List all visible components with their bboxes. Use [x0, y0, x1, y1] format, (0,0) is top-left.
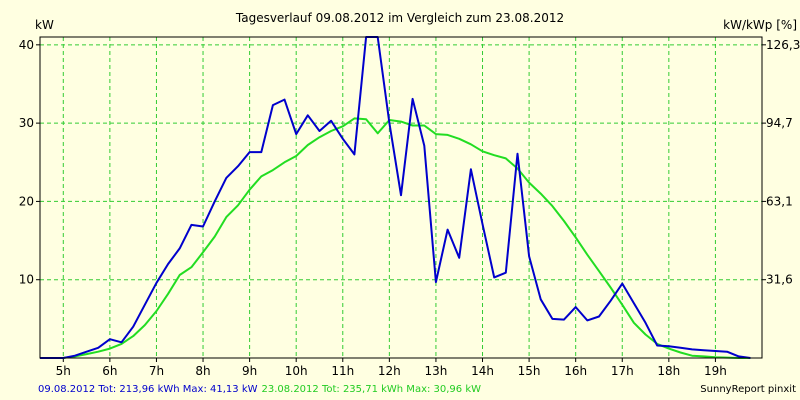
x-tick-label: 11h	[331, 364, 354, 378]
chart-title: Tagesverlauf 09.08.2012 im Vergleich zum…	[235, 11, 564, 25]
x-tick-label: 6h	[102, 364, 117, 378]
x-tick-label: 16h	[564, 364, 587, 378]
series-lines	[40, 36, 751, 359]
x-tick-label: 7h	[149, 364, 164, 378]
y-right-tick-label: 63,1	[766, 194, 793, 208]
left-axis-unit-label: kW	[35, 18, 54, 32]
axis-ticks: 5h 6h 7h 8h 9h 10h 11h 12h 13h 14h 15h 16h 17h 18h 19h…	[19, 38, 800, 378]
x-tick-label: 5h	[56, 364, 71, 378]
plot-frame	[39, 36, 763, 359]
y-right-tick-label: 31,6	[766, 273, 793, 287]
y-tick-label: 30	[19, 116, 34, 130]
x-tick-label: 10h	[285, 364, 308, 378]
y-right-tick-label: 126,3	[766, 38, 800, 52]
y-tick-label: 10	[19, 273, 34, 287]
x-tick-label: 14h	[471, 364, 494, 378]
right-axis-unit-label: kW/kWp [%]	[723, 18, 797, 32]
x-tick-label: 15h	[518, 364, 541, 378]
x-tick-label: 12h	[378, 364, 401, 378]
x-tick-label: 18h	[657, 364, 680, 378]
x-tick-label: 8h	[195, 364, 210, 378]
y-tick-label: 20	[19, 194, 34, 208]
credit-text: SunnyReport pinxit	[700, 384, 796, 395]
y-right-tick-label: 94,7	[766, 116, 793, 130]
legend-series-1: 09.08.2012 Tot: 213,96 kWh Max: 41,13 kW	[38, 384, 258, 395]
series-line-2	[40, 117, 751, 359]
x-tick-label: 17h	[611, 364, 634, 378]
x-tick-label: 19h	[704, 364, 727, 378]
grid-lines	[40, 37, 762, 358]
legend-footer: 09.08.2012 Tot: 213,96 kWh Max: 41,13 kW…	[38, 384, 481, 395]
x-tick-label: 13h	[424, 364, 447, 378]
x-tick-label: 9h	[242, 364, 257, 378]
y-tick-label: 40	[19, 38, 34, 52]
series-line-1	[40, 36, 751, 359]
legend-series-2: 23.08.2012 Tot: 235,71 kWh Max: 30,96 kW	[262, 384, 482, 395]
